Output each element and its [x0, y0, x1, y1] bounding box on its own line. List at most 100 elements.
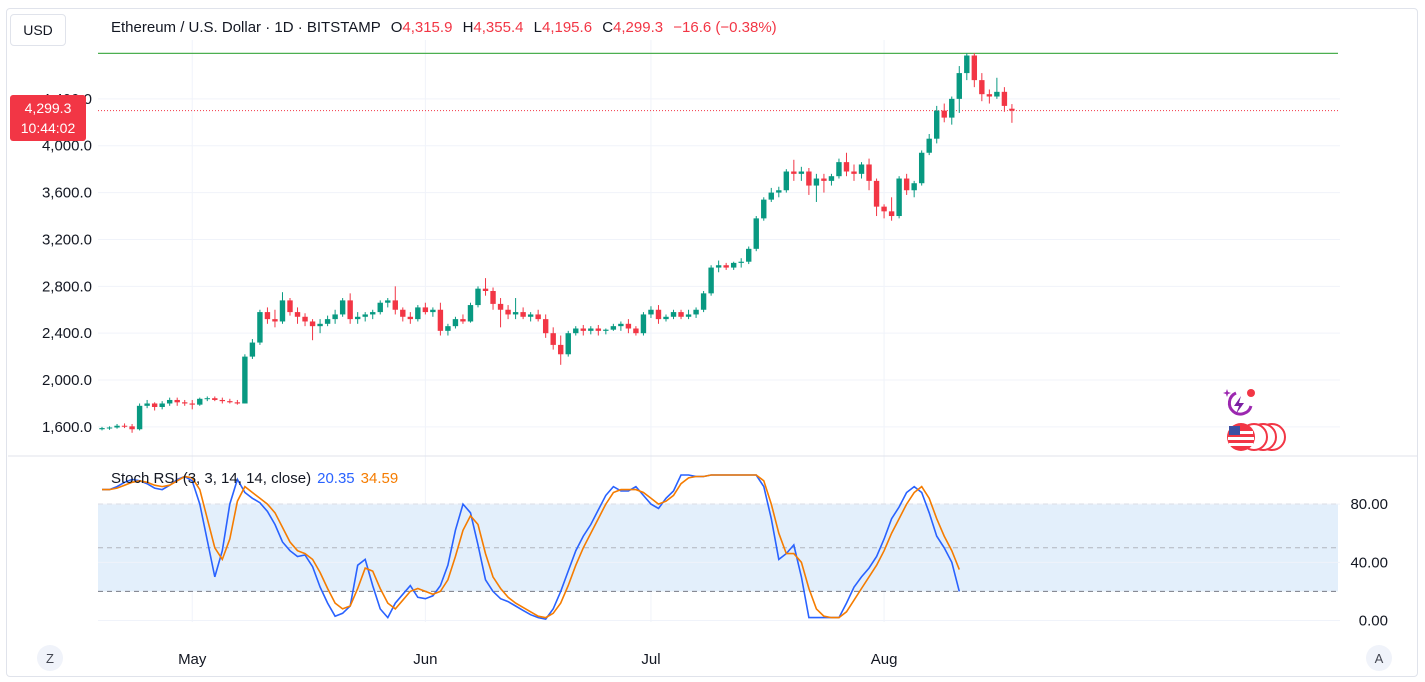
- us-flag-icon[interactable]: [1225, 422, 1289, 452]
- indicator-axis-tick: 40.00: [1350, 554, 1388, 571]
- candle-body: [159, 403, 165, 407]
- candle-body: [663, 316, 669, 320]
- candle-body: [625, 323, 632, 329]
- candle-body: [843, 162, 850, 172]
- candle-body: [881, 206, 887, 212]
- candle-body: [234, 402, 241, 404]
- candle-body: [257, 312, 263, 343]
- stoch-line-d: [102, 474, 961, 619]
- candle-body: [542, 319, 549, 334]
- price-axis-tick: 2,800.0: [42, 278, 92, 295]
- candle-body: [964, 55, 970, 74]
- candle-body: [595, 328, 602, 331]
- candle-body: [558, 344, 564, 355]
- candle-body: [565, 333, 571, 355]
- candle-body: [347, 300, 353, 320]
- candle-body: [106, 427, 113, 429]
- candle-body: [272, 319, 278, 322]
- zoom-toggle-button[interactable]: Z: [37, 645, 63, 671]
- candle-body: [197, 398, 203, 405]
- candle-body: [941, 110, 947, 118]
- candle-body: [264, 312, 271, 320]
- close-value: 4,299.3: [613, 19, 664, 36]
- candle-body: [324, 319, 331, 324]
- candle-body: [911, 183, 917, 191]
- candle-body: [836, 162, 842, 177]
- candle-body: [738, 261, 744, 263]
- candle-body: [445, 326, 451, 331]
- candle-body: [287, 300, 293, 313]
- candle-body: [385, 300, 391, 303]
- candle-body: [768, 192, 774, 200]
- candle-body: [467, 305, 474, 322]
- candle-body: [136, 405, 143, 430]
- indicator-legend: Stoch RSI (3, 3, 14, 14, close) 20.35 34.5…: [111, 470, 398, 487]
- candle-body: [926, 138, 932, 153]
- candle-body: [979, 80, 985, 95]
- candle-body: [858, 164, 865, 174]
- candle-body: [918, 152, 925, 184]
- k-value: 20.35: [317, 470, 355, 487]
- symbol-title[interactable]: Ethereum / U.S. Dollar · 1D · BITSTAMP: [111, 19, 381, 36]
- indicator-axis-tick: 0.00: [1359, 613, 1388, 630]
- candle-body: [302, 316, 308, 322]
- candle-body: [249, 342, 256, 357]
- price-axis-tick: 1,600.0: [42, 419, 92, 436]
- price-axis-tick: 3,600.0: [42, 185, 92, 202]
- bar-countdown: 10:44:02: [20, 120, 76, 136]
- last-price-tag: 4,299.3 10:44:02: [10, 95, 86, 141]
- candle-body: [219, 399, 226, 402]
- candle-body: [370, 312, 376, 315]
- candle-body: [121, 425, 128, 427]
- candle-body: [888, 211, 895, 217]
- candle-body: [407, 316, 414, 320]
- stoch-line-k: [102, 474, 961, 620]
- candle-body: [798, 171, 805, 174]
- candle-body: [99, 428, 105, 430]
- candle-body: [317, 323, 323, 327]
- candle-body: [182, 402, 188, 404]
- candle-body: [204, 398, 210, 400]
- candle-body: [708, 267, 714, 294]
- candle-body: [580, 328, 586, 331]
- candle-body: [934, 110, 940, 139]
- high-value: 4,355.4: [473, 19, 524, 36]
- candle-body: [550, 333, 556, 345]
- last-price-value: 4,299.3: [24, 100, 72, 116]
- candle-body: [618, 323, 624, 327]
- lightning-assistant-icon[interactable]: [1222, 386, 1258, 420]
- open-label: O: [390, 19, 403, 36]
- currency-button[interactable]: USD: [10, 14, 66, 46]
- candle-body: [715, 265, 722, 268]
- change-value: −16.6 (−0.38%): [673, 19, 777, 36]
- candle-body: [806, 171, 812, 186]
- low-label: L: [533, 19, 542, 36]
- indicator-axis-tick: 80.00: [1350, 496, 1388, 513]
- candle-body: [753, 218, 759, 249]
- time-axis-tick: Aug: [871, 651, 898, 668]
- candle-body: [339, 300, 346, 315]
- candle-body: [437, 309, 444, 331]
- candle-body: [129, 426, 135, 430]
- candle-body: [166, 399, 173, 404]
- stoch-band-fill: [98, 504, 1338, 592]
- price-axis-tick: 3,200.0: [42, 231, 92, 248]
- indicator-name[interactable]: Stoch RSI (3, 3, 14, 14, close): [111, 470, 312, 487]
- close-label: C: [602, 19, 614, 36]
- candle-body: [588, 328, 594, 331]
- candle-body: [821, 178, 827, 181]
- auto-scale-button[interactable]: A: [1366, 645, 1392, 671]
- candle-body: [640, 314, 647, 334]
- candle-body: [693, 309, 699, 315]
- candle-body: [776, 190, 782, 193]
- candle-body: [746, 248, 752, 262]
- candle-body: [670, 312, 677, 317]
- candle-body: [490, 291, 496, 304]
- candle-body: [362, 314, 368, 317]
- candle-body: [1001, 91, 1008, 106]
- candle-body: [648, 309, 654, 315]
- symbol-legend: Ethereum / U.S. Dollar · 1D · BITSTAMP O…: [111, 19, 777, 36]
- candle-body: [309, 321, 316, 327]
- candle-body: [512, 312, 519, 315]
